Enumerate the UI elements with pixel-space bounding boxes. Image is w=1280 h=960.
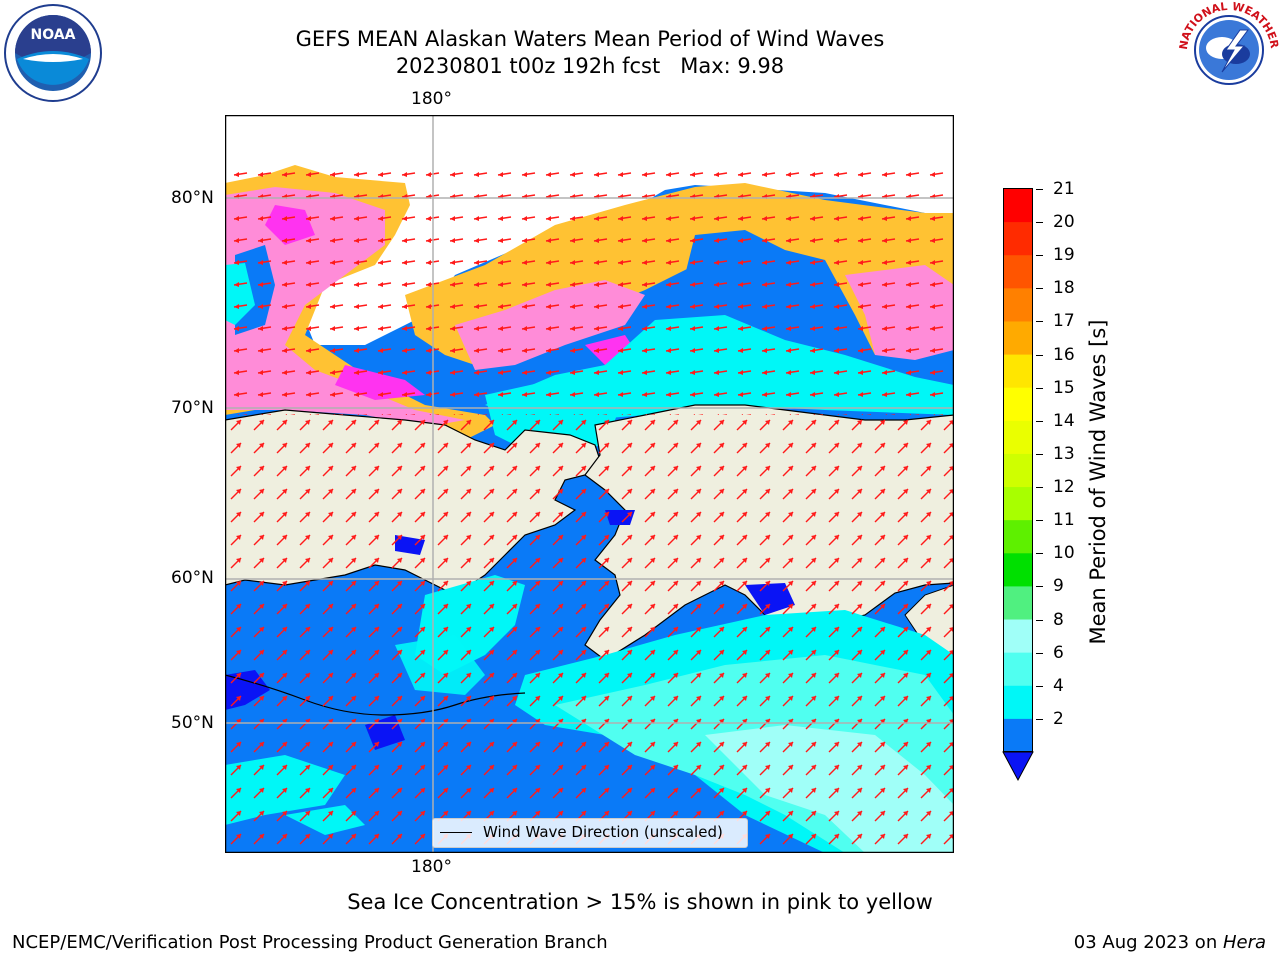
colorbar-tick bbox=[1036, 652, 1043, 654]
colorbar-tick-label: 15 bbox=[1053, 377, 1075, 398]
colorbar-tick-label: 6 bbox=[1053, 642, 1064, 663]
colorbar-tick bbox=[1036, 553, 1043, 555]
colorbar-bin bbox=[1004, 453, 1032, 488]
colorbar-bin bbox=[1004, 321, 1032, 356]
footer-right: 03 Aug 2023 on Hera bbox=[1074, 932, 1266, 953]
colorbar-tick-label: 21 bbox=[1053, 179, 1075, 199]
colorbar-tick bbox=[1036, 586, 1043, 588]
colorbar-tick-label: 10 bbox=[1053, 543, 1075, 564]
wind-wave-arrows bbox=[225, 415, 954, 853]
colorbar-tick-label: 18 bbox=[1053, 278, 1075, 299]
colorbar-bin bbox=[1004, 487, 1032, 521]
map-legend: Wind Wave Direction (unscaled) bbox=[432, 818, 748, 848]
colorbar-bin bbox=[1004, 553, 1032, 588]
colorbar-bin bbox=[1004, 354, 1032, 389]
colorbar-tick bbox=[1036, 255, 1043, 257]
colorbar-tick-label: 4 bbox=[1053, 675, 1064, 696]
wave-period-map bbox=[225, 115, 954, 853]
footer-date: 03 Aug 2023 on bbox=[1073, 932, 1223, 953]
colorbar-tick bbox=[1036, 387, 1043, 389]
colorbar-tick bbox=[1036, 685, 1043, 687]
noaa-logo-icon: NOAA bbox=[4, 4, 102, 102]
lat-label-80: 80°N bbox=[171, 188, 214, 208]
colorbar-bin bbox=[1004, 420, 1032, 455]
colorbar-tick bbox=[1036, 420, 1043, 422]
colorbar-tick-label: 9 bbox=[1053, 576, 1064, 597]
colorbar-tick bbox=[1036, 288, 1043, 290]
colorbar-tick-label: 16 bbox=[1053, 344, 1075, 365]
colorbar-tick bbox=[1036, 222, 1043, 224]
lat-label-70: 70°N bbox=[171, 398, 214, 418]
colorbar-tick-label: 12 bbox=[1053, 477, 1075, 498]
chart-title-line2: 20230801 t00z 192h fcst Max: 9.98 bbox=[395, 54, 785, 78]
colorbar bbox=[1002, 188, 1034, 782]
chart-title-line1: GEFS MEAN Alaskan Waters Mean Period of … bbox=[295, 27, 885, 51]
lon-label-bottom: 180° bbox=[411, 857, 452, 877]
colorbar-tick-label: 11 bbox=[1053, 510, 1075, 531]
colorbar-bin bbox=[1004, 652, 1032, 687]
colorbar-bin bbox=[1004, 685, 1032, 720]
colorbar-tick bbox=[1036, 354, 1043, 356]
lat-label-60: 60°N bbox=[171, 568, 214, 588]
colorbar-bin bbox=[1004, 288, 1032, 323]
footer-left: NCEP/EMC/Verification Post Processing Pr… bbox=[12, 932, 608, 953]
colorbar-bin bbox=[1004, 619, 1032, 654]
national-weather-service-logo-icon: NATIONAL WEATHER SERVICE bbox=[1178, 0, 1280, 97]
legend-label: Wind Wave Direction (unscaled) bbox=[483, 823, 723, 841]
colorbar-tick-label: 2 bbox=[1053, 708, 1064, 729]
legend-line-icon bbox=[440, 832, 472, 833]
colorbar-tick-label: 8 bbox=[1053, 609, 1064, 630]
colorbar-tick bbox=[1036, 520, 1043, 522]
colorbar-tick-label: 20 bbox=[1053, 212, 1075, 233]
colorbar-tick bbox=[1036, 453, 1043, 455]
colorbar-tick bbox=[1036, 321, 1043, 323]
colorbar-bin bbox=[1004, 718, 1032, 753]
noaa-logo-text: NOAA bbox=[31, 27, 76, 43]
colorbar-tick bbox=[1036, 487, 1043, 489]
colorbar-tick bbox=[1036, 619, 1043, 621]
colorbar-tick-label: 17 bbox=[1053, 311, 1075, 332]
colorbar-tick-label: 19 bbox=[1053, 245, 1075, 266]
colorbar-tick bbox=[1036, 189, 1043, 190]
colorbar-tick-label: 14 bbox=[1053, 410, 1075, 431]
footer-machine: Hera bbox=[1222, 932, 1266, 953]
sea-ice-note: Sea Ice Concentration > 15% is shown in … bbox=[347, 890, 933, 914]
colorbar-bin bbox=[1004, 255, 1032, 289]
colorbar-bin bbox=[1004, 222, 1032, 256]
colorbar-bin bbox=[1004, 387, 1032, 422]
colorbar-title: Mean Period of Wind Waves [s] bbox=[1086, 319, 1110, 645]
colorbar-tick-label: 13 bbox=[1053, 443, 1075, 464]
lat-label-50: 50°N bbox=[171, 713, 214, 733]
wind-wave-arrows-arctic bbox=[225, 170, 954, 415]
colorbar-bin bbox=[1004, 520, 1032, 554]
lon-label-top: 180° bbox=[411, 89, 452, 109]
colorbar-tick bbox=[1036, 718, 1043, 720]
colorbar-bin bbox=[1004, 586, 1032, 621]
colorbar-bin bbox=[1004, 189, 1032, 223]
